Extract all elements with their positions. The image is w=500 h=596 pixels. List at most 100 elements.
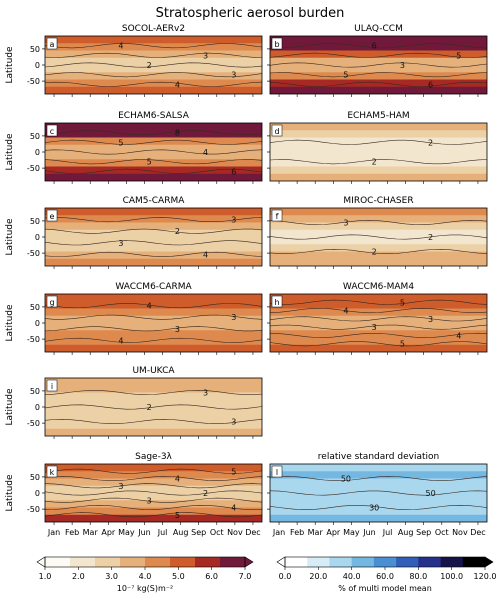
band-cell <box>45 65 262 73</box>
y-tick-label: 50 <box>30 473 40 482</box>
y-axis-label: Latitude <box>5 133 15 171</box>
contour-line <box>45 303 262 309</box>
contour-label: 3 <box>175 325 180 334</box>
band-cell <box>270 337 487 346</box>
band-cell <box>45 514 262 522</box>
panel-letter-box <box>46 465 58 478</box>
contour-line <box>270 490 487 496</box>
contour-label: 4 <box>175 475 180 484</box>
contour-label: 4 <box>203 148 208 157</box>
contour-label: 3 <box>231 71 236 80</box>
band-cell <box>270 123 487 131</box>
x-tick-label: Apr <box>326 528 341 537</box>
colorbar-tick-label: 1.0 <box>39 572 52 581</box>
band-cell <box>270 485 487 494</box>
colorbar-swatch <box>95 557 121 567</box>
panel-letter: b <box>274 40 279 49</box>
contour-label: 2 <box>203 489 208 498</box>
band-cell <box>45 500 262 509</box>
panel-letter-box <box>271 295 283 308</box>
band-cell <box>270 344 487 352</box>
panel-title: WACCM6-CARMA <box>115 282 192 292</box>
band-cell <box>270 79 487 88</box>
contour-label: 2 <box>147 403 152 412</box>
y-tick-label: -50 <box>27 77 40 86</box>
contour-line <box>270 504 487 511</box>
colorbar-extend-low <box>36 556 46 568</box>
contour-line <box>45 240 262 246</box>
band-cell <box>45 301 262 310</box>
y-tick-label: 0 <box>35 148 40 157</box>
contour-label: 2 <box>428 233 433 242</box>
band-cell <box>45 308 262 317</box>
contour-label: 5 <box>343 71 348 80</box>
band-cell <box>270 86 487 94</box>
panel-title: relative standard deviation <box>318 452 439 462</box>
contour-line <box>45 497 262 503</box>
contour-label: 2 <box>372 248 377 257</box>
contour-line <box>45 314 262 320</box>
panel-letter: e <box>50 212 55 221</box>
y-tick-label: 50 <box>30 132 40 141</box>
contour-label: 3 <box>118 482 123 491</box>
colorbar-tick-label: 6.0 <box>205 572 218 581</box>
contour-label: 6 <box>428 80 433 89</box>
panel-title: ECHAM6-SALSA <box>118 111 190 121</box>
colorbar-swatch <box>45 557 71 567</box>
x-tick-label: Jan <box>272 528 285 537</box>
x-tick-label: Aug <box>173 528 189 537</box>
contour-label: 4 <box>203 250 208 259</box>
x-tick-label: Dec <box>245 528 260 537</box>
band-cell <box>45 414 262 423</box>
panel-letter-box <box>271 465 283 478</box>
band-cell <box>270 159 487 168</box>
colorbar-extend-high <box>484 556 494 568</box>
contour-label: 4 <box>231 504 236 513</box>
contour-label: 3 <box>203 51 208 60</box>
colorbar-swatch <box>145 557 171 567</box>
y-tick-label: 50 <box>30 217 40 226</box>
panel-letter-box <box>271 37 283 50</box>
contour-label: 5 <box>231 467 236 476</box>
panel-l: relative standard deviation 50 50 30 l Jan Feb… <box>267 452 488 537</box>
band-cell <box>45 57 262 66</box>
contour-line <box>45 62 262 68</box>
panel-field: 4 3 2 3 4 <box>45 36 262 94</box>
panel-field: 22 <box>270 123 487 181</box>
contour-line <box>270 324 487 330</box>
panel-letter-box <box>46 124 58 137</box>
contour-label: 6 <box>231 167 236 176</box>
contour-label: 50 <box>425 489 435 498</box>
band-cell <box>270 294 487 302</box>
band-cell <box>270 43 487 52</box>
band-cell <box>45 330 262 339</box>
panel-letter: i <box>51 382 53 391</box>
band-cell <box>45 337 262 346</box>
contour-line <box>45 81 262 87</box>
panel-letter-box <box>46 209 58 222</box>
x-tick-label: Jul <box>382 528 393 537</box>
contour-line <box>270 72 487 78</box>
contour-line <box>270 62 487 68</box>
contour-label: 4 <box>118 336 123 345</box>
band-cell <box>45 428 262 436</box>
y-axis-label: Latitude <box>5 218 15 256</box>
band-cell <box>270 514 487 522</box>
colorbar-swatch <box>285 557 308 567</box>
band-cell <box>270 166 487 175</box>
contour-line <box>45 483 262 489</box>
panel-letter: g <box>49 298 54 307</box>
x-tick-label: Aug <box>398 528 414 537</box>
panel-field: 5 4 3 3 4 5 <box>270 294 487 352</box>
panel-field: 4 3 3 4 <box>45 294 262 352</box>
contour-label: 50 <box>341 475 351 484</box>
colorbar-swatch <box>351 557 375 567</box>
x-tick-label: Sep <box>191 528 206 537</box>
panel-letter: k <box>50 468 55 477</box>
contour-label: 5 <box>175 511 180 520</box>
contour-line <box>270 159 487 165</box>
y-tick-label: -50 <box>27 164 40 173</box>
contour-line <box>45 228 262 234</box>
band-cell <box>270 493 487 501</box>
band-cell <box>45 43 262 52</box>
